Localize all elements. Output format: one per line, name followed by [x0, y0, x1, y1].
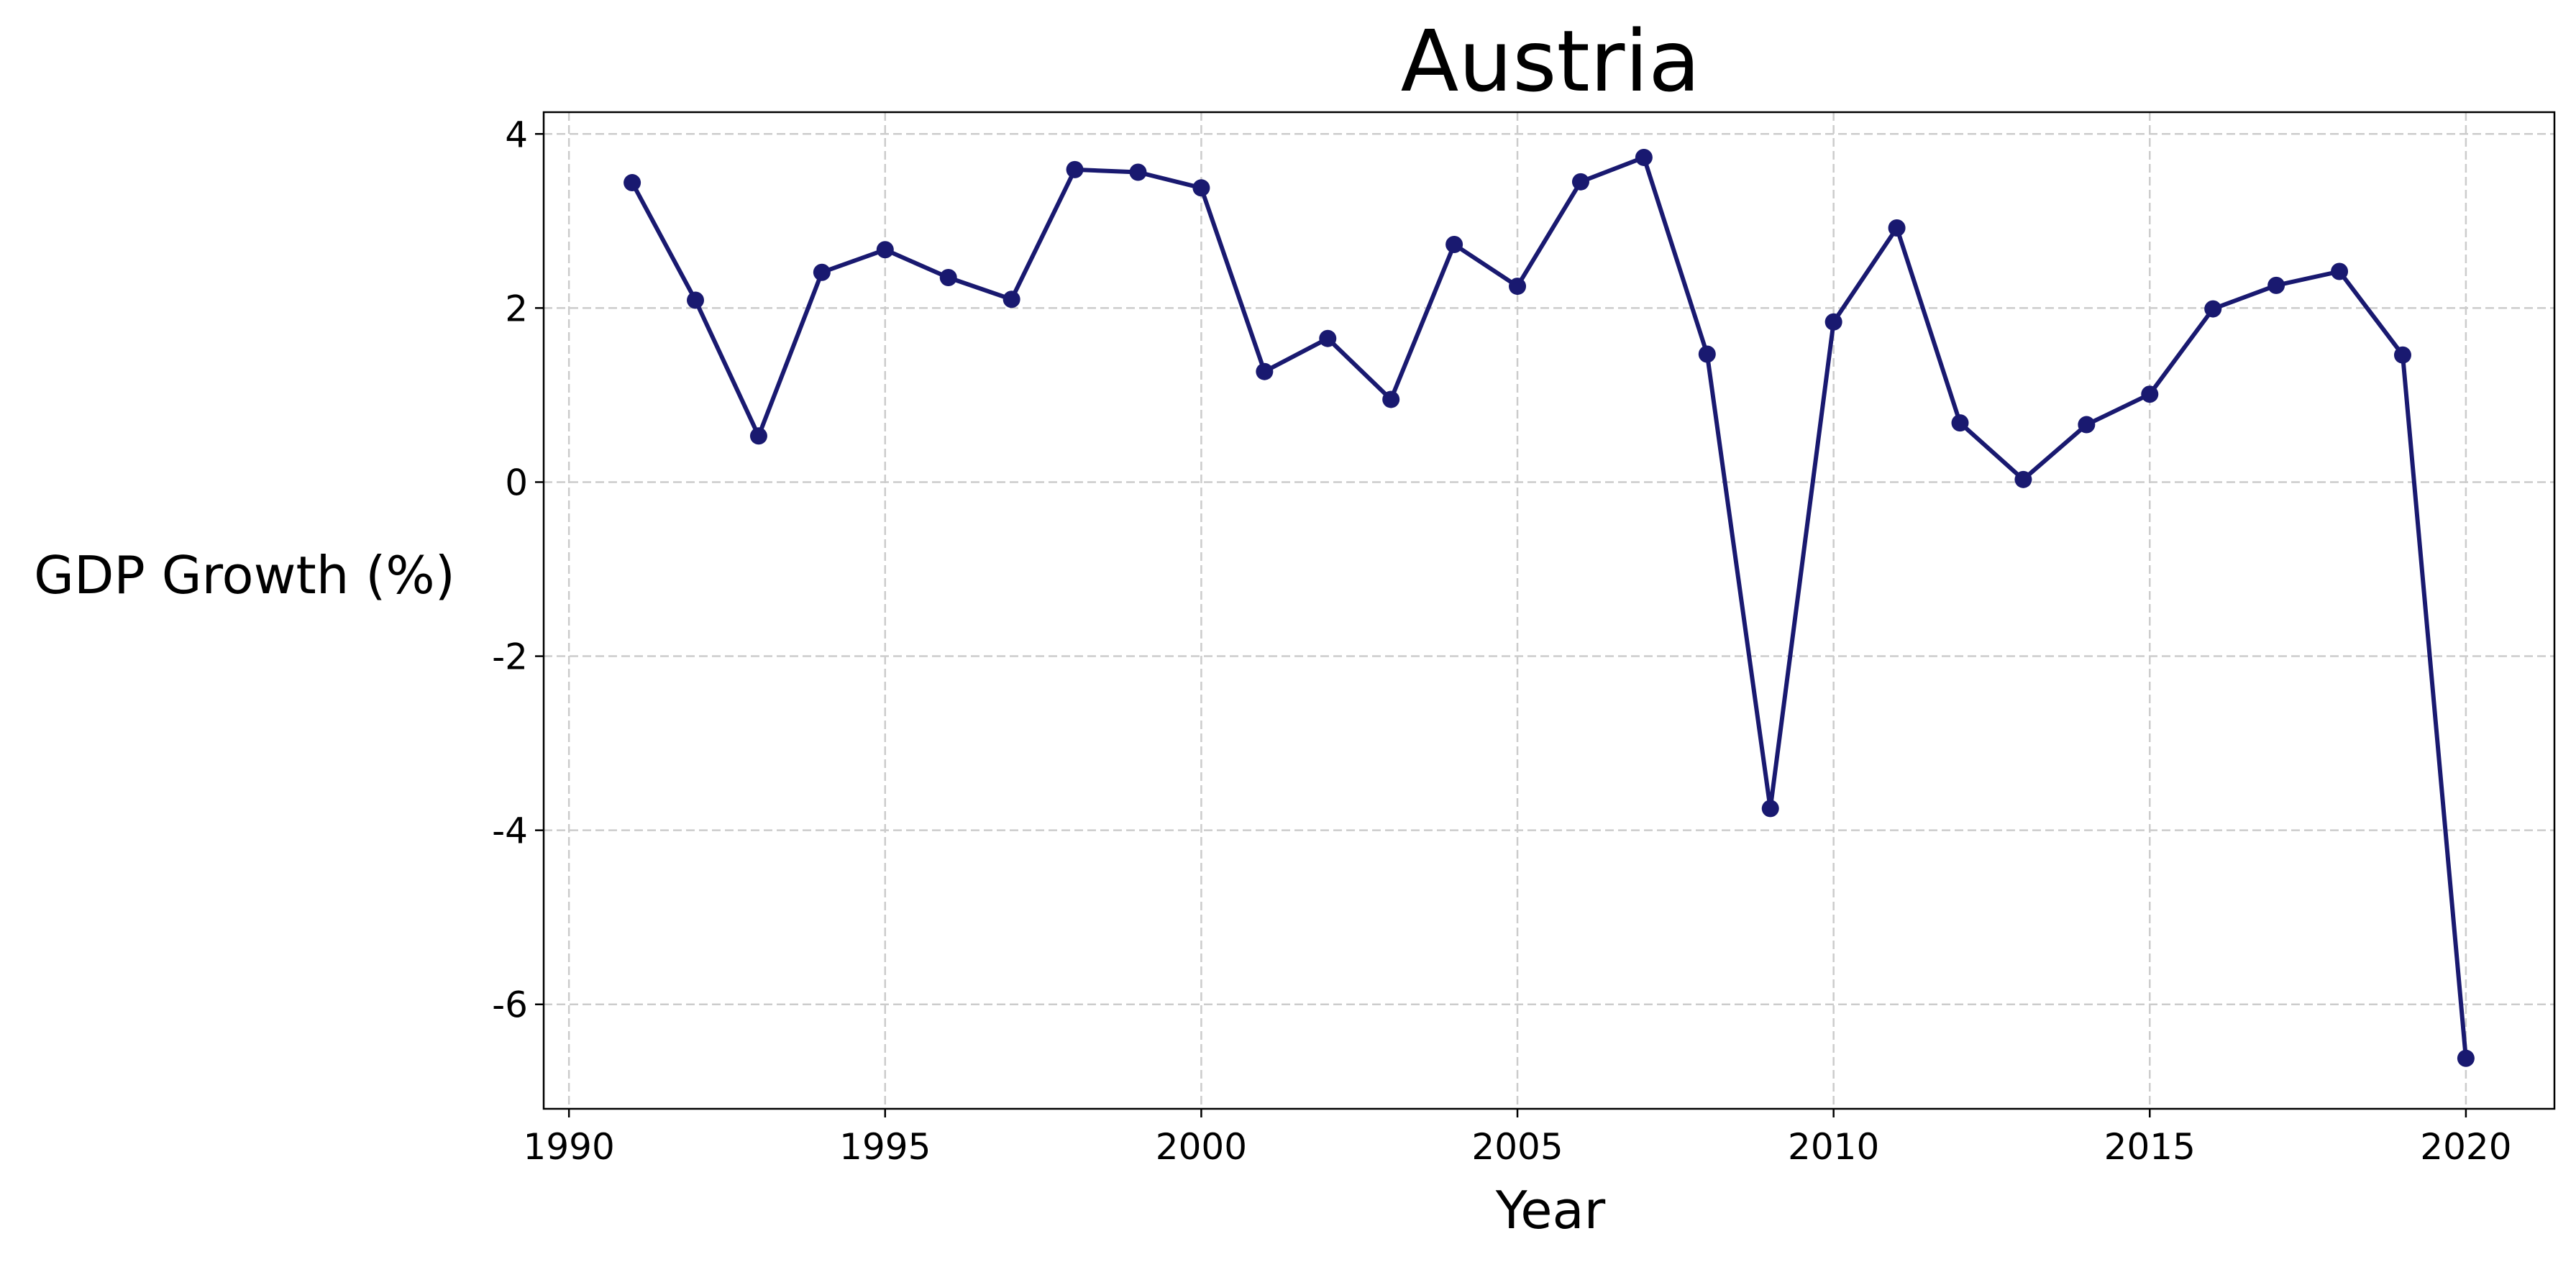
data-point: [2393, 346, 2411, 364]
data-point: [939, 268, 957, 286]
data-point: [2078, 416, 2096, 434]
data-point: [1066, 160, 1084, 178]
y-axis-title: GDP Growth (%): [34, 545, 455, 605]
data-point: [1698, 345, 1716, 363]
grid-lines: [544, 112, 2554, 1109]
data-point: [1824, 313, 1842, 331]
data-point: [1509, 278, 1527, 296]
plot-frame: [542, 111, 2556, 1110]
data-point: [749, 427, 767, 445]
data-point: [1256, 362, 1274, 380]
data-series: [624, 148, 2475, 1067]
data-point: [1129, 163, 1147, 181]
data-point: [1951, 414, 1969, 432]
data-point: [1192, 179, 1210, 197]
x-tick-label: 2000: [1156, 1126, 1247, 1168]
y-tick-label: 4: [505, 114, 528, 155]
data-point: [813, 263, 831, 281]
x-tick-label: 2005: [1471, 1126, 1563, 1168]
data-point: [624, 174, 641, 192]
data-point: [1382, 390, 1400, 408]
data-point: [687, 291, 705, 309]
y-tick-label: -4: [492, 810, 528, 852]
data-point: [2204, 300, 2222, 318]
data-point: [1319, 329, 1337, 347]
y-tick-label: 0: [505, 462, 528, 503]
x-tick-label: 1995: [839, 1126, 931, 1168]
data-point: [2267, 276, 2285, 294]
y-tick-label: 2: [505, 288, 528, 329]
chart-title: Austria: [1401, 12, 1701, 111]
y-tick-label: -2: [492, 636, 528, 678]
data-point: [2014, 470, 2032, 488]
data-point: [1002, 291, 1020, 308]
data-point: [1635, 148, 1653, 166]
data-point: [1571, 173, 1589, 191]
data-point: [1888, 219, 1906, 237]
data-point: [2331, 262, 2349, 280]
x-tick-label: 1990: [524, 1126, 615, 1168]
data-point: [2457, 1049, 2475, 1067]
x-axis-title: Year: [1495, 1180, 1606, 1240]
x-tick-label: 2020: [2420, 1126, 2511, 1168]
data-point: [2141, 385, 2159, 403]
data-point: [876, 241, 894, 259]
data-point: [1445, 235, 1463, 253]
x-tick-label: 2015: [2104, 1126, 2196, 1168]
y-tick-label: -6: [492, 984, 528, 1026]
axis-ticks: 1990 1995 2000 2005 2010 2015 2020 -6 -4 -2 0 2 4: [492, 114, 2511, 1168]
series-line: [630, 155, 2468, 1059]
data-point: [1761, 800, 1779, 818]
x-tick-label: 2010: [1788, 1126, 1879, 1168]
